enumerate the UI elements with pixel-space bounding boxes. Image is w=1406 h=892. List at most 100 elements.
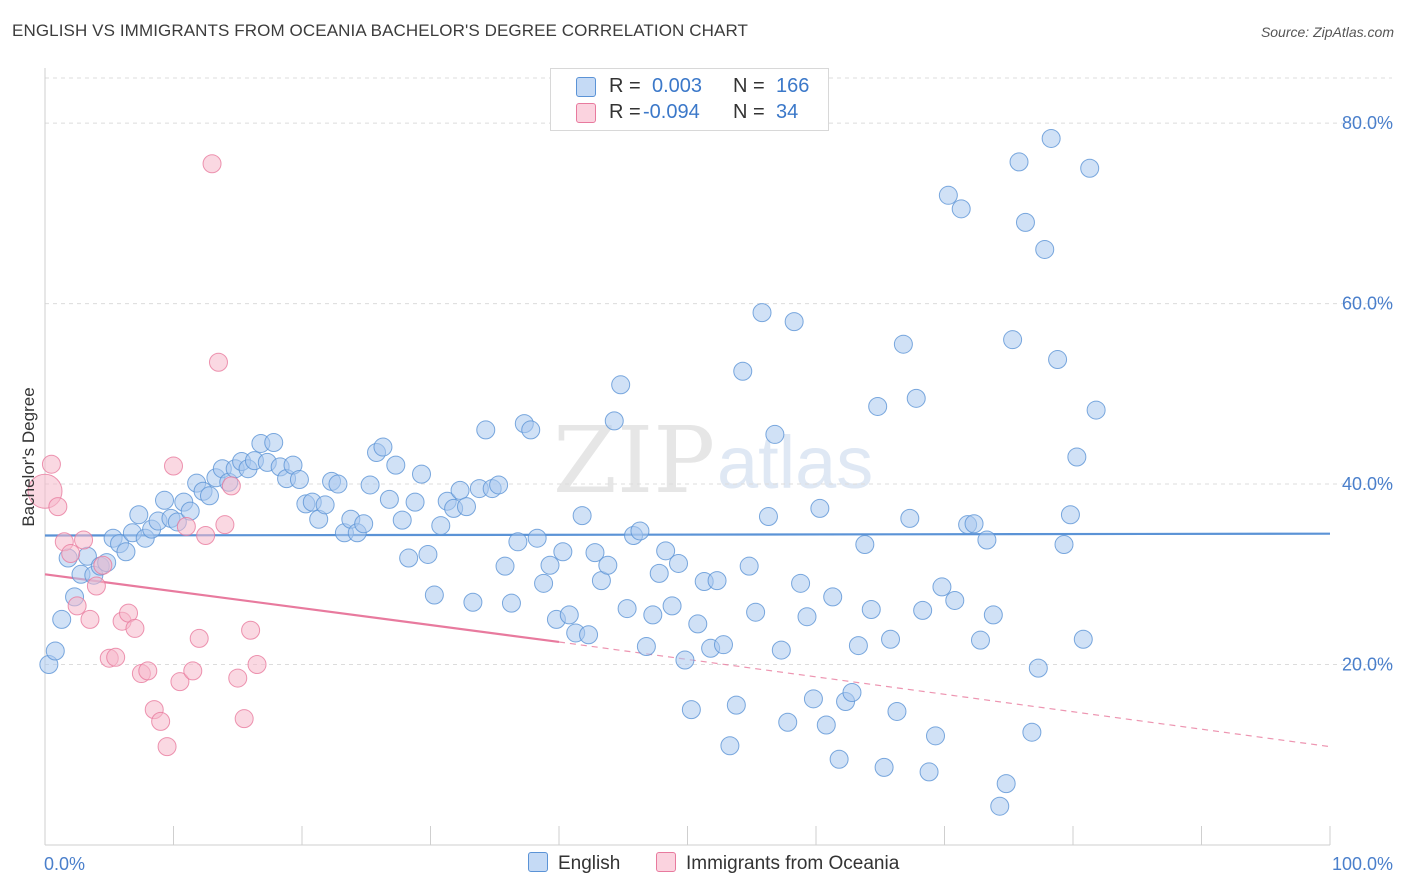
data-point-english — [926, 726, 946, 746]
axes — [44, 68, 1331, 846]
data-point-english — [688, 614, 708, 634]
data-point-english — [983, 605, 1003, 625]
data-point-english — [463, 592, 483, 612]
data-point-english — [1086, 400, 1106, 420]
legend-swatch-oceania — [576, 103, 596, 123]
legend-r-value: -0.094 — [643, 101, 700, 123]
data-point-english — [778, 712, 798, 732]
y-axis-label: Bachelor's Degree — [19, 387, 38, 526]
data-point-english — [392, 510, 412, 530]
data-point-oceania — [138, 661, 158, 681]
data-point-english — [585, 543, 605, 563]
data-point-english — [379, 489, 399, 509]
data-point-english — [669, 553, 689, 573]
data-point-oceania — [228, 668, 248, 688]
bottom-legend-swatch-english — [528, 852, 548, 872]
legend-n-label: N = — [733, 101, 765, 123]
data-point-english — [489, 475, 509, 495]
data-point-oceania — [125, 618, 145, 638]
data-point-english — [540, 555, 560, 575]
data-point-english — [977, 530, 997, 550]
legend-n-value: 166 — [776, 75, 810, 97]
data-point-english — [829, 749, 849, 769]
data-point-english — [1067, 447, 1087, 467]
data-point-english — [521, 420, 541, 440]
data-point-oceania — [241, 620, 261, 640]
data-point-english — [752, 303, 772, 323]
data-point-oceania — [61, 544, 81, 564]
data-point-english — [360, 475, 380, 495]
bottom-legend-english: English — [528, 852, 620, 876]
data-point-english — [649, 563, 669, 583]
data-point-english — [771, 640, 791, 660]
data-point-english — [823, 587, 843, 607]
data-point-english — [900, 508, 920, 528]
legend-r-label: R = — [609, 101, 641, 123]
data-point-oceania — [189, 628, 209, 648]
trend-line-english — [44, 532, 1331, 537]
data-point-english — [450, 480, 470, 500]
data-point-oceania — [208, 352, 228, 372]
data-point-english — [1035, 239, 1055, 259]
data-point-english — [598, 555, 618, 575]
data-point-english — [765, 424, 785, 444]
data-point-english — [155, 490, 175, 510]
data-point-english — [199, 486, 219, 506]
data-point-english — [919, 762, 939, 782]
data-point-english — [990, 796, 1010, 816]
watermark-atlas: atlas — [717, 421, 873, 504]
watermark-zip: ZIP — [553, 407, 715, 514]
data-point-english — [791, 573, 811, 593]
data-point-english — [289, 470, 309, 490]
data-point-english — [418, 544, 438, 564]
data-point-oceania — [67, 596, 87, 616]
data-point-english — [746, 602, 766, 622]
data-point-english — [938, 185, 958, 205]
legend-r-label: R = — [609, 75, 641, 97]
data-point-english — [373, 437, 393, 457]
data-point-english — [803, 689, 823, 709]
data-point-oceania — [202, 154, 222, 174]
data-point-english — [1060, 505, 1080, 525]
data-point-english — [945, 590, 965, 610]
data-point-english — [1028, 658, 1048, 678]
trend-lines — [44, 532, 1331, 748]
legend-n-value: 34 — [776, 101, 799, 123]
data-point-oceania — [176, 516, 196, 536]
data-point-english — [1009, 152, 1029, 172]
trend-line-oceania — [44, 573, 560, 644]
data-point-english — [816, 715, 836, 735]
data-point-english — [495, 556, 515, 576]
data-point-oceania — [74, 530, 94, 550]
data-point-english — [810, 498, 830, 518]
data-point-english — [662, 596, 682, 616]
data-point-oceania — [48, 497, 68, 517]
y-tick-label: 40.0% — [1342, 474, 1393, 494]
legend-n-label: N = — [733, 75, 765, 97]
data-point-oceania — [215, 515, 235, 535]
data-point-english — [476, 420, 496, 440]
data-point-english — [1054, 535, 1074, 555]
data-point-english — [630, 521, 650, 541]
data-point-oceania — [196, 525, 216, 545]
data-point-english — [964, 514, 984, 534]
data-point-english — [1041, 128, 1061, 148]
data-point-english — [726, 695, 746, 715]
data-point-english — [1022, 722, 1042, 742]
data-point-english — [579, 625, 599, 645]
data-point-english — [508, 532, 528, 552]
data-point-english — [399, 548, 419, 568]
data-point-oceania — [164, 456, 183, 476]
tick-labels: 20.0% 40.0% 60.0% 80.0% 0.0% 100.0% — [44, 113, 1393, 874]
data-point-english — [797, 607, 817, 627]
data-point-english — [1015, 212, 1035, 232]
data-point-english — [527, 528, 547, 548]
data-point-english — [784, 312, 804, 332]
data-point-english — [572, 506, 592, 526]
data-point-english — [720, 736, 740, 756]
data-point-english — [328, 474, 348, 494]
data-point-english — [913, 600, 933, 620]
data-point-english — [611, 375, 631, 395]
data-point-oceania — [170, 672, 190, 692]
data-point-english — [874, 757, 894, 777]
